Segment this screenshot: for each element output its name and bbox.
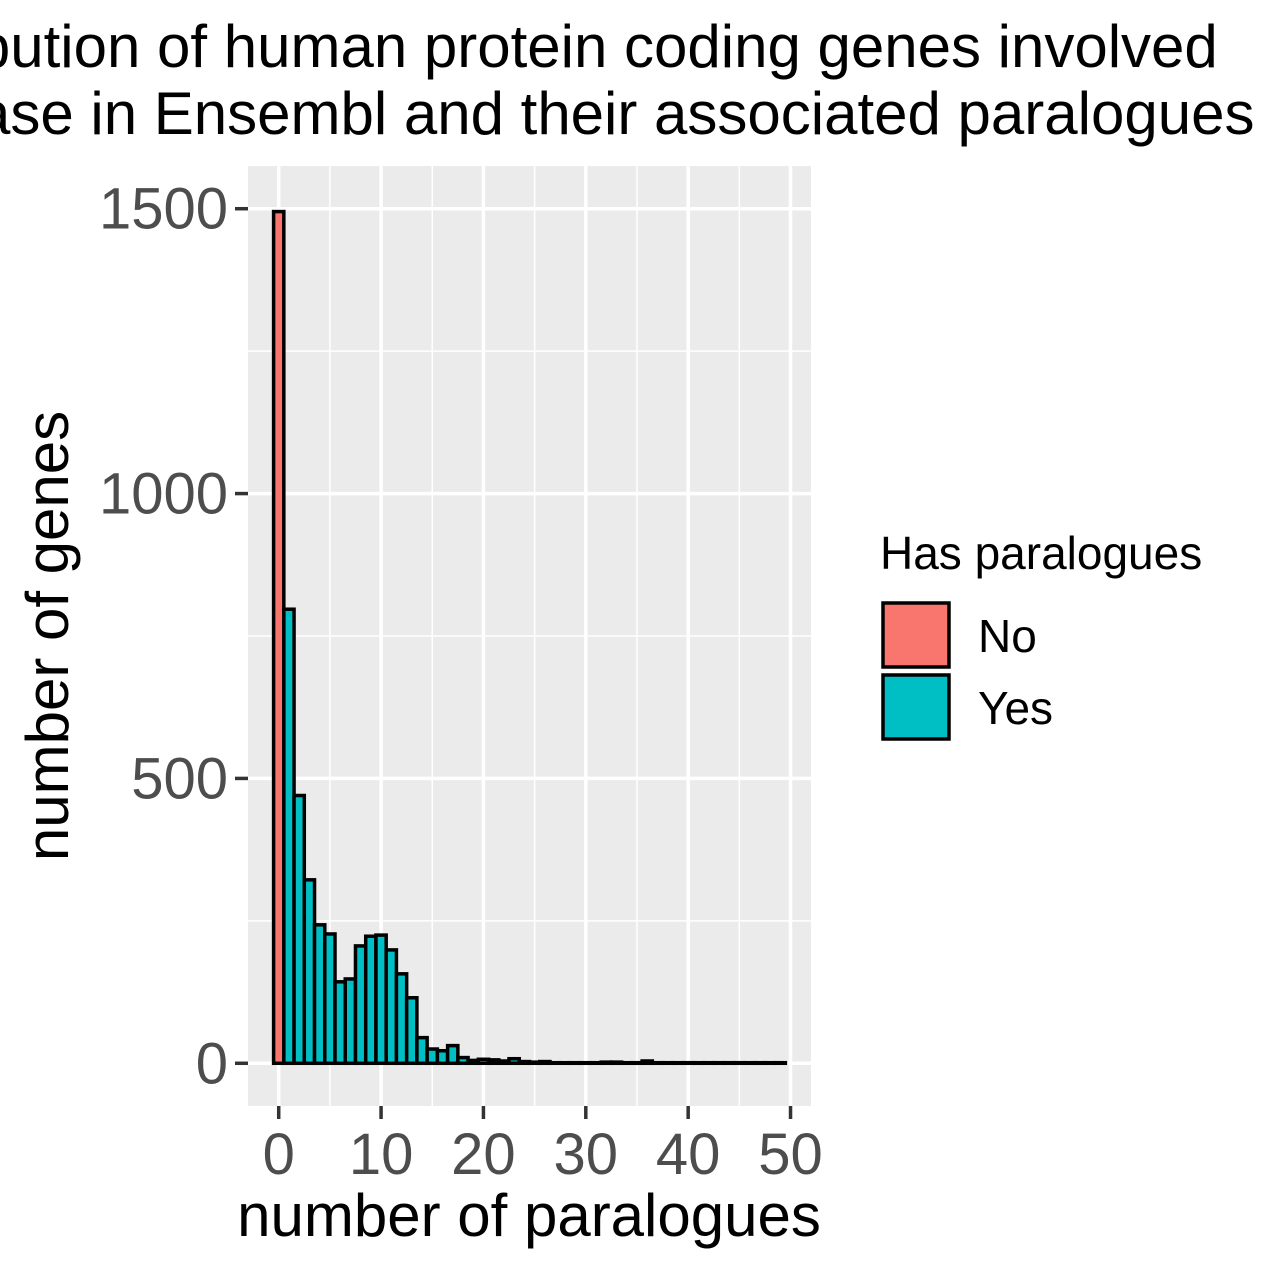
x-tick-label: 30 [554, 1122, 619, 1187]
bar-yes-13 [404, 996, 419, 1066]
legend-title: Has paralogues [880, 527, 1202, 579]
minor-gridlines [248, 166, 811, 1106]
y-axis: 0 500 1000 1500 [99, 177, 248, 1096]
legend-key-no [881, 601, 951, 669]
x-tick-label: 50 [758, 1122, 823, 1187]
y-tick-label: 500 [131, 746, 228, 811]
y-axis-title: number of genes [14, 411, 81, 861]
chart-title-line-1: Distribution of human protein coding gen… [0, 13, 1218, 80]
bar-yes-17 [445, 1043, 460, 1066]
histogram-bars [271, 209, 788, 1066]
x-tick-label: 0 [263, 1122, 295, 1187]
legend: Has paralogues No Yes [880, 527, 1202, 741]
chart-title-line-2: in disease in Ensembl and their associat… [0, 80, 1254, 147]
legend-key-yes [881, 673, 951, 741]
x-tick-label: 10 [349, 1122, 414, 1187]
bar-yes-49 [773, 1060, 788, 1066]
y-tick-label: 1000 [99, 462, 228, 527]
x-axis: 0 10 20 30 40 50 [263, 1106, 823, 1187]
x-tick-label: 40 [656, 1122, 721, 1187]
legend-label-no: No [978, 610, 1037, 662]
x-axis-title: number of paralogues [237, 1182, 821, 1249]
y-tick-label: 1500 [99, 177, 228, 242]
x-tick-label: 20 [451, 1122, 516, 1187]
y-tick-label: 0 [196, 1031, 228, 1096]
legend-label-yes: Yes [978, 682, 1053, 734]
